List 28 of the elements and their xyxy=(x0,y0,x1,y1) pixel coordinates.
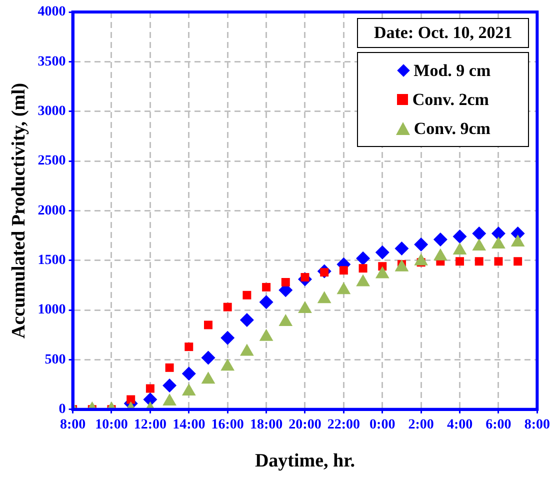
x-tick-label: 10:00 xyxy=(95,417,128,432)
x-tick-label: 0:00 xyxy=(370,417,396,432)
y-tick-label: 3500 xyxy=(38,54,66,70)
x-tick-label: 12:00 xyxy=(134,417,167,432)
x-tick-label: 4:00 xyxy=(446,417,473,432)
x-tick-label: 22:00 xyxy=(327,417,360,432)
y-tick-label: 1500 xyxy=(38,252,66,268)
y-tick-label: 2500 xyxy=(38,154,66,169)
x-tick-label: 16:00 xyxy=(211,417,244,432)
legend-label: Mod. 9 cm xyxy=(414,60,491,80)
x-tick-label: 2:00 xyxy=(408,417,434,432)
x-tick-label: 8:00 xyxy=(60,417,86,432)
y-tick-label: 0 xyxy=(58,402,66,418)
y-tick-label: 2000 xyxy=(38,203,66,218)
x-tick-label: 8:00 xyxy=(524,417,550,432)
legend-label: Conv. 2cm xyxy=(412,90,489,110)
y-tick-label: 4000 xyxy=(38,4,66,20)
y-tick-label: 1000 xyxy=(38,302,66,318)
y-axis-title: Accumulated Productivity, (ml) xyxy=(8,82,30,338)
legend-label: Conv. 9cm xyxy=(414,118,490,138)
annotation: Date: Oct. 10, 2021 xyxy=(357,18,530,48)
y-tick-label: 3000 xyxy=(38,104,66,119)
x-axis-title: Daytime, hr. xyxy=(254,450,356,472)
y-tick-label: 500 xyxy=(44,352,66,368)
x-tick-label: 14:00 xyxy=(172,417,206,432)
x-tick-label: 18:00 xyxy=(250,417,283,432)
x-tick-label: 6:00 xyxy=(486,417,512,432)
x-tick-label: 20:00 xyxy=(288,417,322,432)
